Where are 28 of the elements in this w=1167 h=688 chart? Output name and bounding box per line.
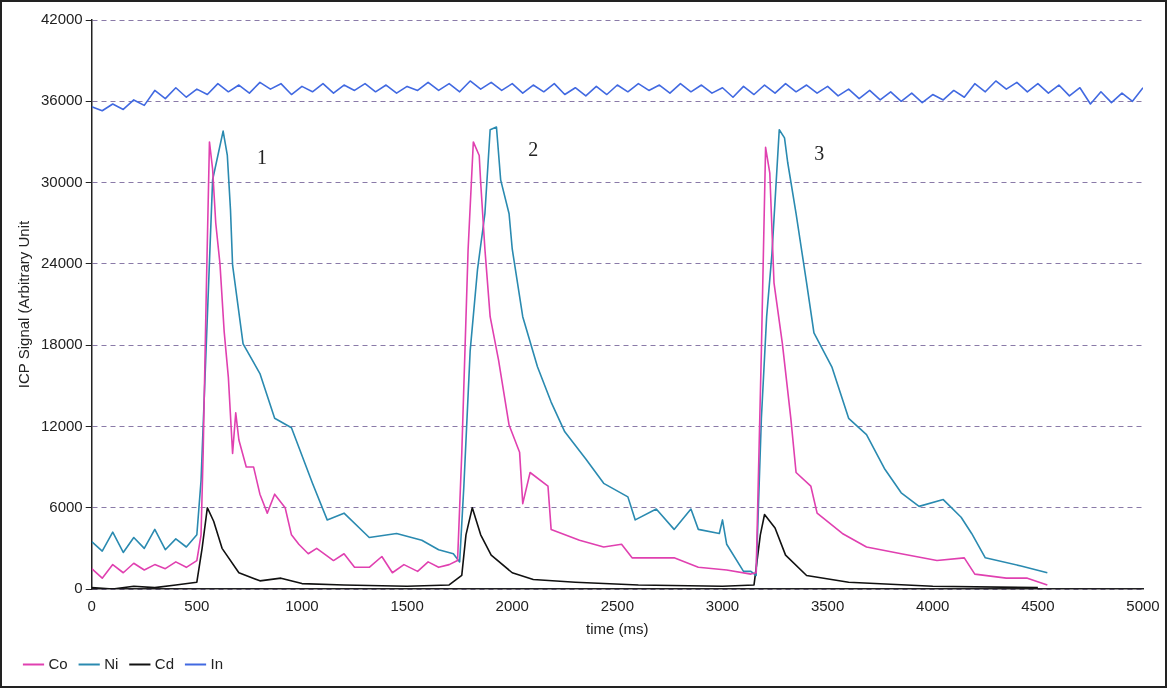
legend-label: In xyxy=(210,654,224,672)
legend-label: Ni xyxy=(104,654,119,672)
x-tick-label: 4000 xyxy=(916,597,950,615)
x-axis-title: time (ms) xyxy=(586,620,649,638)
x-tick-label: 0 xyxy=(87,597,96,615)
y-tick-label: 30000 xyxy=(40,172,83,190)
x-tick-label: 500 xyxy=(184,597,210,615)
y-tick-label: 36000 xyxy=(40,91,83,109)
annotation: 3 xyxy=(814,142,825,165)
x-tick-label: 3000 xyxy=(705,597,740,615)
legend-label: Co xyxy=(48,654,68,672)
annotation: 2 xyxy=(528,138,539,161)
y-tick-label: 24000 xyxy=(40,254,83,271)
y-tick-label: 6000 xyxy=(49,497,83,515)
x-tick-label: 1500 xyxy=(390,597,424,615)
x-tick-label: 1000 xyxy=(285,597,319,615)
y-tick-label: 42000 xyxy=(40,10,83,28)
y-tick-label: 12000 xyxy=(40,416,83,434)
y-tick-label: 18000 xyxy=(40,335,83,353)
y-tick-label: 0 xyxy=(74,579,83,597)
annotation: 1 xyxy=(257,145,268,168)
x-tick-label: 5000 xyxy=(1126,597,1160,615)
x-tick-label: 4500 xyxy=(1021,597,1055,615)
x-tick-label: 2000 xyxy=(495,597,529,615)
legend-label: Cd xyxy=(154,654,175,672)
y-axis-title: ICP Signal (Arbitrary Unit xyxy=(15,220,33,389)
x-tick-label: 3500 xyxy=(810,597,845,615)
x-tick-label: 2500 xyxy=(600,597,635,615)
